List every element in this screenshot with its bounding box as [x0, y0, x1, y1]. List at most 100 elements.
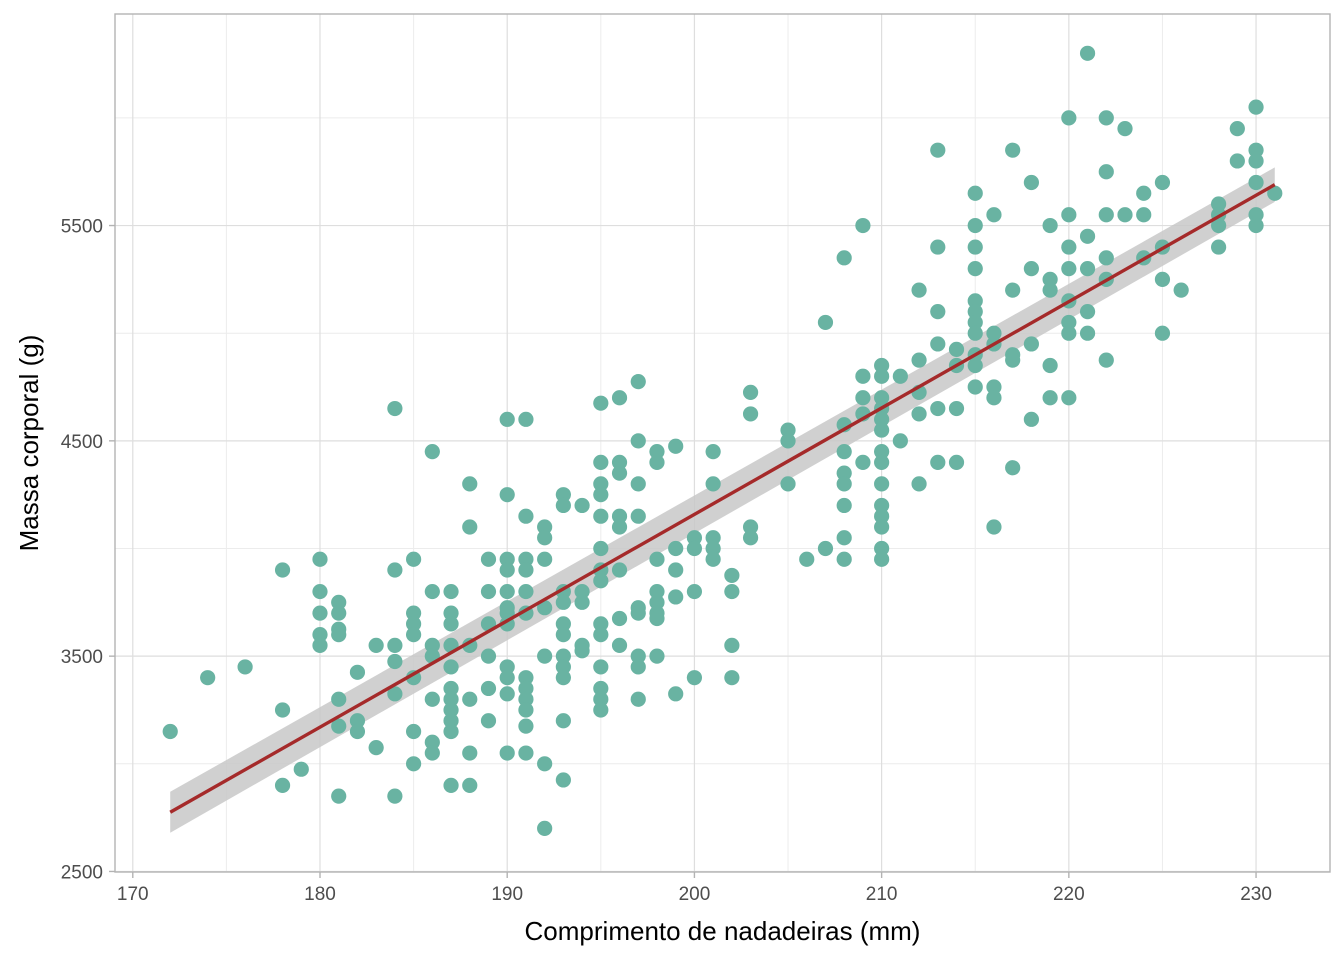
- data-point: [518, 411, 534, 427]
- y-tick-label: 3500: [61, 647, 103, 668]
- data-point: [443, 659, 459, 675]
- data-point: [518, 680, 534, 697]
- data-point: [462, 476, 478, 492]
- data-point: [499, 551, 515, 567]
- data-point: [237, 659, 253, 675]
- data-point: [518, 670, 534, 686]
- data-point: [967, 357, 983, 374]
- data-point: [499, 411, 515, 427]
- data-point: [574, 594, 590, 610]
- data-point: [724, 637, 740, 653]
- data-point: [593, 702, 609, 718]
- data-point: [462, 691, 478, 707]
- data-point: [686, 540, 703, 557]
- x-tick-label: 230: [1240, 884, 1272, 905]
- data-point: [948, 400, 965, 417]
- data-point: [312, 637, 328, 653]
- data-point: [1154, 174, 1171, 191]
- data-point: [1248, 174, 1264, 191]
- data-point: [967, 185, 983, 201]
- data-point: [406, 551, 422, 567]
- data-point: [537, 820, 553, 837]
- data-point: [742, 530, 759, 546]
- data-point: [424, 691, 440, 707]
- data-point: [1023, 174, 1039, 191]
- data-point: [443, 777, 459, 793]
- data-point: [874, 508, 890, 524]
- data-point: [331, 788, 347, 804]
- data-point: [312, 583, 328, 600]
- data-point: [1248, 142, 1264, 158]
- data-point: [593, 454, 609, 470]
- data-point: [836, 444, 852, 460]
- data-point: [499, 562, 515, 578]
- data-point: [518, 562, 534, 578]
- data-point: [1117, 207, 1133, 223]
- data-point: [387, 562, 403, 578]
- data-point: [836, 497, 852, 514]
- data-point: [499, 583, 515, 600]
- data-point: [874, 476, 890, 492]
- data-point: [574, 643, 590, 659]
- data-point: [1005, 352, 1021, 368]
- x-tick-label: 170: [117, 884, 149, 905]
- data-point: [967, 325, 983, 341]
- data-point: [387, 653, 403, 670]
- data-point: [1267, 185, 1283, 201]
- data-point: [1248, 217, 1264, 234]
- data-point: [686, 670, 703, 686]
- data-point: [555, 627, 571, 643]
- data-point: [331, 691, 347, 707]
- data-point: [1211, 239, 1227, 255]
- data-point: [593, 573, 609, 589]
- data-point: [686, 583, 703, 600]
- data-point: [312, 605, 328, 621]
- data-point: [593, 487, 609, 503]
- data-point: [593, 616, 609, 632]
- x-axis-title: Comprimento de nadadeiras (mm): [525, 916, 921, 946]
- data-point: [424, 583, 440, 600]
- data-point: [1211, 196, 1227, 212]
- data-point: [424, 745, 440, 761]
- data-point: [780, 433, 796, 449]
- data-point: [1229, 121, 1245, 137]
- data-point: [967, 217, 983, 234]
- data-point: [462, 745, 478, 761]
- data-point: [443, 713, 459, 729]
- data-point: [162, 723, 178, 740]
- data-point: [611, 454, 628, 470]
- data-point: [387, 686, 403, 702]
- data-point: [967, 293, 983, 309]
- y-tick-label: 5500: [61, 217, 103, 238]
- points-layer: [162, 45, 1283, 837]
- data-point: [986, 207, 1002, 223]
- data-point: [406, 670, 422, 686]
- data-point: [499, 686, 515, 702]
- x-tick-label: 180: [304, 884, 336, 905]
- data-point: [836, 465, 852, 481]
- data-point: [480, 680, 497, 697]
- data-point: [892, 368, 908, 384]
- data-point: [986, 390, 1002, 406]
- data-point: [611, 519, 628, 535]
- data-point: [1079, 261, 1096, 277]
- data-point: [555, 594, 571, 610]
- data-point: [574, 583, 590, 600]
- data-point: [518, 691, 534, 707]
- data-point: [705, 530, 721, 546]
- data-point: [836, 530, 852, 546]
- data-point: [874, 422, 890, 438]
- regression-line: [169, 183, 1276, 814]
- data-point: [368, 740, 384, 756]
- data-point: [1098, 110, 1114, 126]
- data-point: [555, 648, 571, 664]
- data-point: [331, 594, 347, 610]
- data-point: [930, 454, 946, 470]
- data-point: [724, 583, 740, 600]
- data-point: [518, 551, 534, 567]
- data-point: [668, 562, 684, 578]
- data-point: [930, 400, 946, 417]
- data-point: [537, 530, 553, 546]
